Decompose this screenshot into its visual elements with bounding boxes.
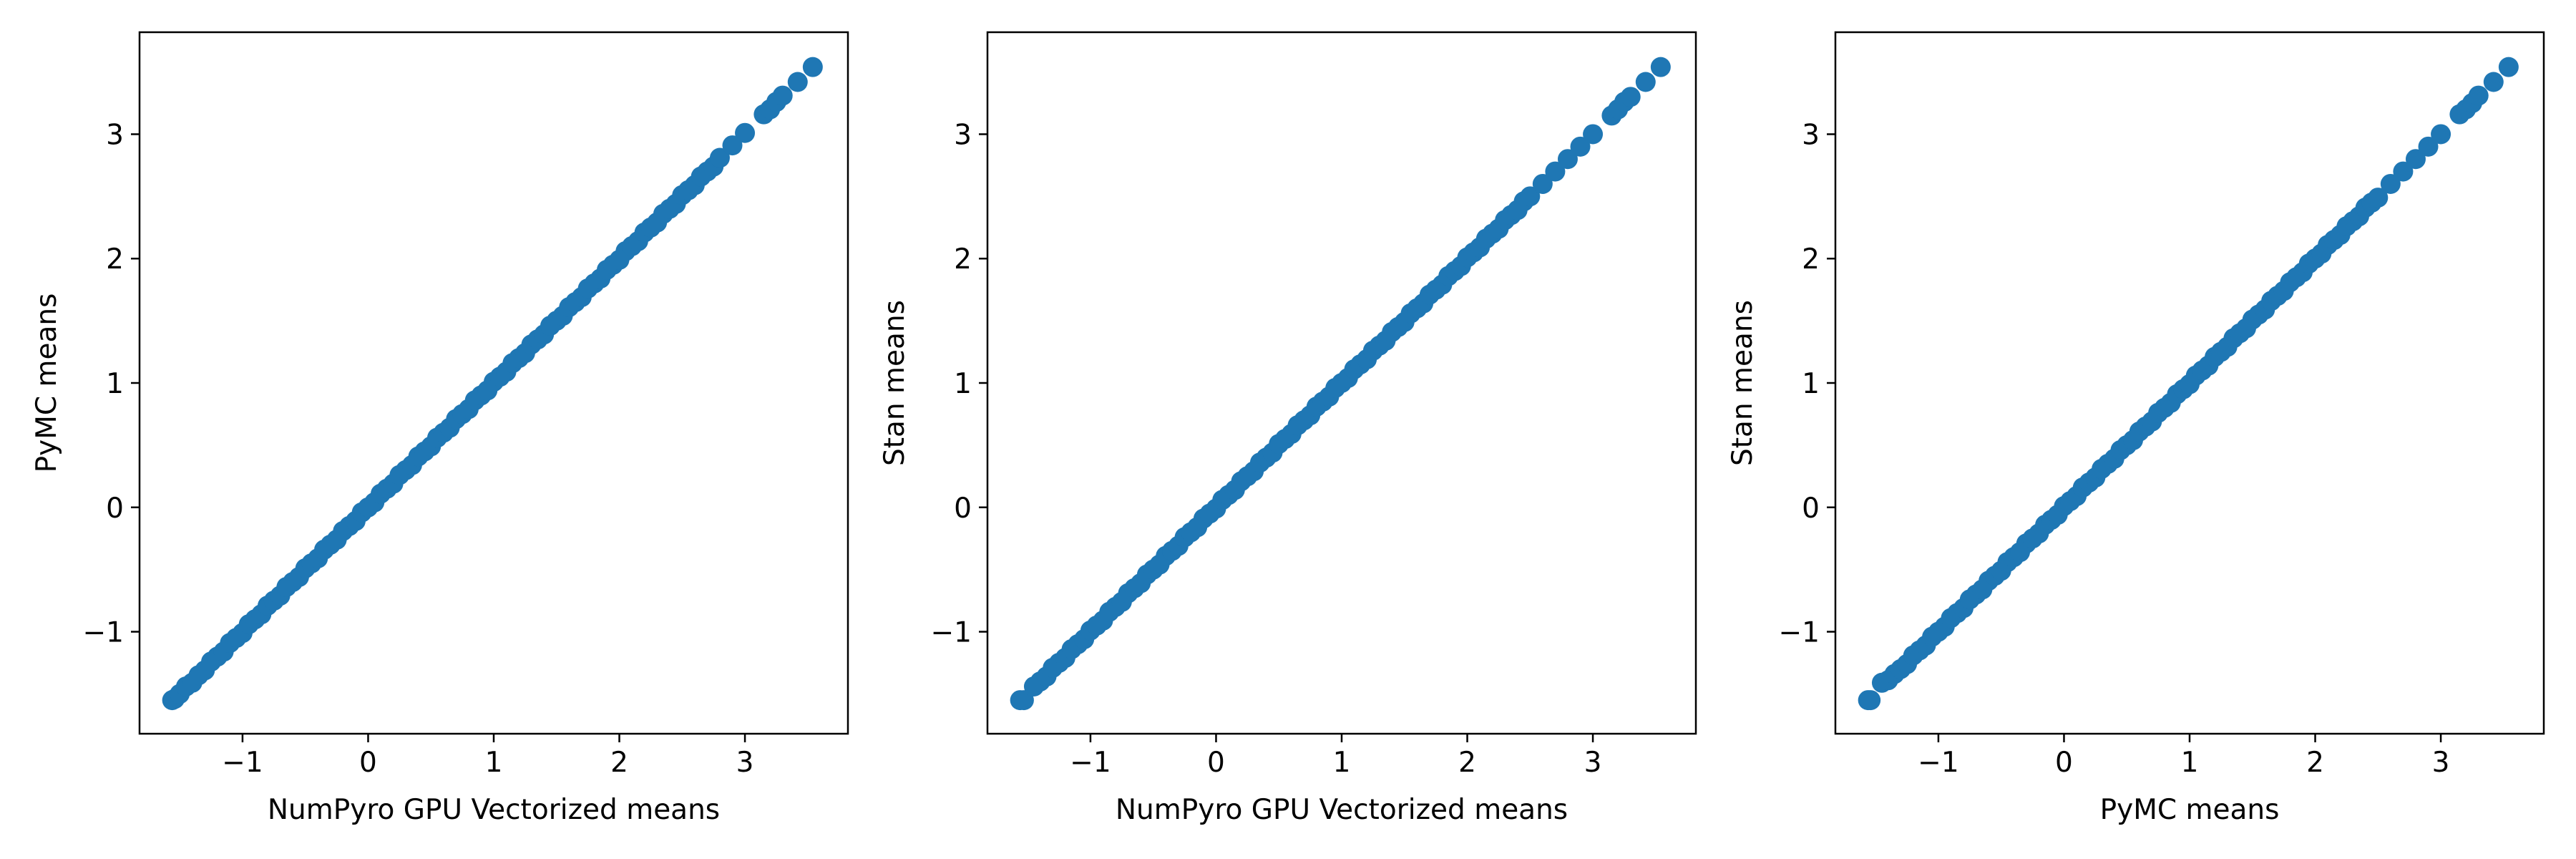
panel-2-point — [1013, 690, 1034, 711]
panel-1-x-tick-label: −1 — [222, 747, 263, 779]
panel-2-ylabel: Stan means — [879, 300, 911, 466]
panel-3-point — [2368, 188, 2389, 208]
panel-3-point — [2498, 57, 2519, 77]
panel-1-y-tick-label: 1 — [106, 368, 124, 400]
panel-2-y-tick-label: 2 — [954, 243, 972, 276]
panel-2-point — [1545, 161, 1566, 182]
panel-3-y-tick-label: 3 — [1802, 119, 1820, 151]
panel-3-point — [2431, 124, 2451, 145]
panel-2-points — [1010, 57, 1671, 711]
panel-2: −1 0 1 2 3 −1 0 1 2 3 NumPyro GPU Vectorized mean… — [879, 31, 1697, 826]
panel-3-xlabel: PyMC means — [2100, 794, 2280, 826]
panel-1-point — [709, 147, 730, 168]
panel-1-y-tick-label: 2 — [106, 243, 124, 276]
panel-3-point — [2468, 85, 2489, 106]
panel-2-x-tick-label: 0 — [1207, 747, 1225, 779]
panel-2-y-tick-label: 3 — [954, 119, 972, 151]
panel-2-point — [1620, 87, 1641, 107]
panel-3-point — [2483, 72, 2504, 92]
panel-2-y-tick-label: 1 — [954, 368, 972, 400]
panel-2-axes: −1 0 1 2 3 −1 0 1 2 3 — [931, 119, 1602, 779]
panel-3-x-tick-label: 0 — [2055, 747, 2073, 779]
panel-3-point — [2380, 173, 2401, 194]
panel-2-point — [1635, 72, 1656, 92]
panel-2-x-tick-label: 3 — [1584, 747, 1602, 779]
panel-1-points — [162, 57, 823, 711]
panel-3-axes: −1 0 1 2 3 −1 0 1 2 3 — [1779, 119, 2450, 779]
panel-3-y-tick-label: 0 — [1802, 492, 1820, 525]
panel-2-point — [1650, 57, 1671, 77]
panel-2-x-tick-label: 2 — [1458, 747, 1476, 779]
panel-3-point — [1860, 690, 1881, 711]
panel-1-ylabel: PyMC means — [31, 293, 63, 473]
panel-2-y-tick-label: −1 — [931, 617, 972, 649]
panel-2-x-tick-label: 1 — [1333, 747, 1351, 779]
panel-3-y-tick-label: 2 — [1802, 243, 1820, 276]
panel-3-ylabel: Stan means — [1727, 300, 1759, 466]
panel-3: −1 0 1 2 3 −1 0 1 2 3 PyMC means Stan means — [1727, 31, 2545, 826]
panel-2-y-tick-label: 0 — [954, 492, 972, 525]
panel-3-x-tick-label: 3 — [2432, 747, 2450, 779]
panel-3-points — [1858, 57, 2519, 711]
panel-2-point — [1520, 186, 1541, 207]
panel-1-point — [772, 85, 793, 106]
panel-2-point — [1570, 136, 1591, 157]
panel-1-x-tick-label: 0 — [359, 747, 377, 779]
panel-1-x-tick-label: 3 — [736, 747, 754, 779]
panel-1: −1 0 1 2 3 −1 0 1 2 3 NumPyro GPU Vectorized mean… — [31, 31, 849, 826]
panel-1-xlabel: NumPyro GPU Vectorized means — [268, 794, 720, 826]
panel-2-point — [1532, 173, 1553, 194]
panel-2-x-tick-label: −1 — [1070, 747, 1111, 779]
panel-3-x-tick-label: −1 — [1918, 747, 1959, 779]
panel-1-x-tick-label: 1 — [485, 747, 503, 779]
panel-2-xlabel: NumPyro GPU Vectorized means — [1116, 794, 1568, 826]
panel-3-point — [2393, 161, 2414, 182]
panel-1-y-tick-label: 0 — [106, 492, 124, 525]
panel-1-axes: −1 0 1 2 3 −1 0 1 2 3 — [83, 119, 754, 779]
panel-2-point — [1583, 124, 1604, 145]
panel-3-y-tick-label: 1 — [1802, 368, 1820, 400]
panel-3-point — [2418, 136, 2439, 157]
panel-3-x-tick-label: 2 — [2306, 747, 2324, 779]
panel-1-x-tick-label: 2 — [610, 747, 628, 779]
panel-2-point — [1557, 149, 1578, 170]
panel-1-y-tick-label: −1 — [83, 617, 125, 649]
panel-1-y-tick-label: 3 — [106, 119, 124, 151]
panel-3-y-tick-label: −1 — [1779, 617, 1820, 649]
panel-3-point — [2405, 149, 2426, 170]
panel-1-point — [722, 135, 743, 156]
panel-1-point — [802, 57, 823, 77]
panel-1-point — [787, 72, 808, 92]
panel-1-point — [735, 122, 756, 143]
panel-3-x-tick-label: 1 — [2181, 747, 2199, 779]
